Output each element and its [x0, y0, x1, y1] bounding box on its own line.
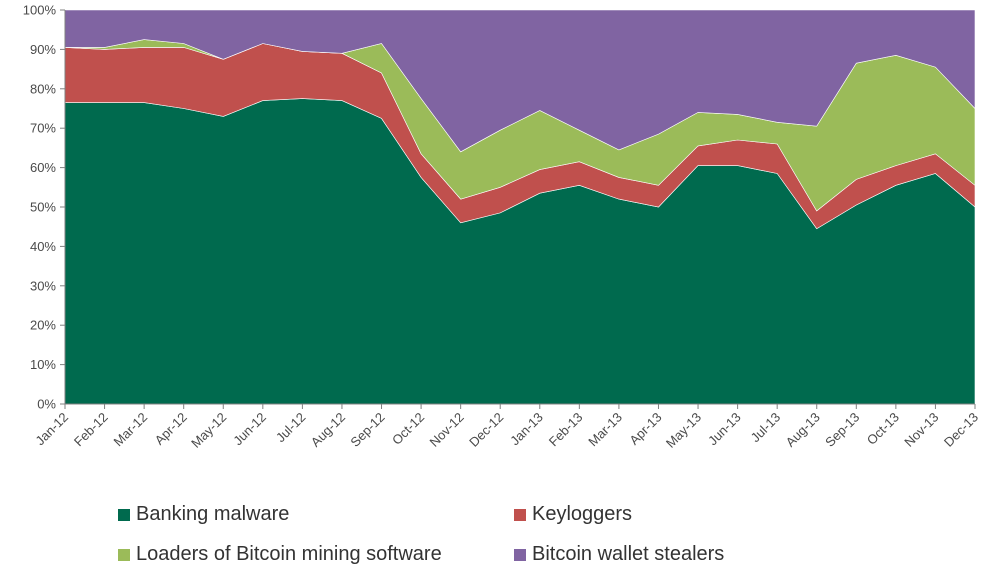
x-tick-label: Oct-12 — [389, 410, 427, 448]
x-tick-label: Jul-13 — [748, 410, 784, 446]
legend-label: Loaders of Bitcoin mining software — [136, 543, 442, 565]
area-bitcoin-wallet-stealers — [64, 9, 976, 153]
y-tick-label: 80% — [30, 81, 56, 96]
legend-label: Bitcoin wallet stealers — [532, 543, 725, 565]
legend-label: Banking malware — [136, 503, 290, 525]
x-tick-label: Sep-12 — [347, 410, 387, 450]
legend-item-bitcoin-mining-loaders: Loaders of Bitcoin mining software — [118, 543, 442, 566]
y-tick-label: 90% — [30, 42, 56, 57]
legend-swatch — [514, 508, 526, 521]
legend-item-banking-malware: Banking malware — [118, 503, 289, 526]
x-tick-label: Jan-12 — [32, 410, 71, 449]
y-tick-label: 20% — [30, 318, 56, 333]
plot-area — [64, 9, 976, 405]
legend-label: Keyloggers — [532, 503, 633, 525]
y-tick-label: 60% — [30, 160, 56, 175]
x-tick-label: Nov-12 — [427, 410, 467, 450]
x-tick-label: Nov-13 — [901, 410, 941, 450]
legend-item-bitcoin-wallet-stealers: Bitcoin wallet stealers — [514, 543, 724, 566]
x-tick-label: Sep-13 — [822, 410, 862, 450]
y-tick-label: 10% — [30, 357, 56, 372]
x-tick-label: Aug-12 — [308, 410, 348, 450]
x-tick-label: Oct-13 — [864, 410, 902, 448]
x-tick-label: Jun-13 — [705, 410, 744, 449]
x-tick-label: Mar-12 — [111, 410, 151, 450]
x-tick-label: Dec-12 — [466, 410, 506, 450]
x-tick-label: May-13 — [663, 410, 704, 451]
x-tick-label: Feb-13 — [546, 410, 586, 450]
legend-item-keyloggers: Keyloggers — [514, 503, 632, 526]
y-tick-label: 100% — [23, 3, 57, 18]
stacked-area-chart: 0% 10% 20% 30% 40% 50% 60% 70% 80% 90% 100% Jan-12… — [23, 3, 981, 451]
x-tick-label: May-12 — [188, 410, 229, 451]
x-tick-label: Feb-12 — [71, 410, 111, 450]
legend-swatch — [118, 548, 130, 561]
x-tick-label: Mar-13 — [585, 410, 625, 450]
legend-swatch — [514, 548, 526, 561]
y-tick-label: 30% — [30, 278, 56, 293]
x-tick-label: Dec-13 — [941, 410, 981, 450]
y-tick-label: 0% — [37, 397, 56, 412]
y-tick-label: 70% — [30, 121, 56, 136]
x-tick-label: Apr-13 — [626, 410, 664, 448]
x-tick-label: Jan-13 — [507, 410, 546, 449]
x-tick-label: Aug-13 — [783, 410, 823, 450]
x-tick-label: Apr-12 — [152, 410, 190, 448]
x-tick-label: Jun-12 — [230, 410, 269, 449]
y-tick-label: 40% — [30, 239, 56, 254]
legend-swatch — [118, 508, 130, 521]
y-tick-label: 50% — [30, 200, 56, 215]
y-axis-ticks: 0% 10% 20% 30% 40% 50% 60% 70% 80% 90% 100% — [23, 3, 65, 412]
x-tick-label: Jul-12 — [273, 410, 309, 446]
